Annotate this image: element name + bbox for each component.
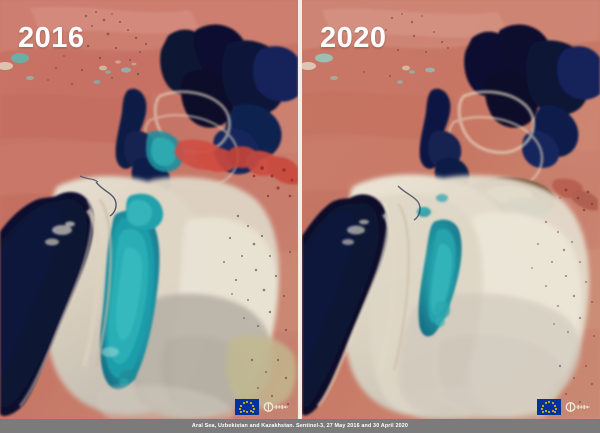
satellite-panel-2020: 2020 (302, 0, 600, 419)
copernicus-wordmark-icon (263, 399, 293, 415)
year-label-2016: 2016 (18, 22, 85, 54)
panel-divider (298, 0, 302, 419)
european-union-flag-icon (537, 399, 561, 415)
caption-bar: Aral Sea, Uzbekistan and Kazakhstan. Sen… (0, 419, 600, 433)
satellite-panel-2016: 2016 (0, 0, 298, 419)
copernicus-wordmark-icon (565, 399, 595, 415)
comparison-panels: 2016 (0, 0, 600, 419)
satellite-image-2016 (0, 0, 298, 419)
year-label-2020: 2020 (320, 22, 387, 54)
caption-text: Aral Sea, Uzbekistan and Kazakhstan. Sen… (191, 423, 409, 429)
copernicus-logo-2016 (235, 399, 293, 415)
copernicus-logo-2020 (537, 399, 595, 415)
satellite-image-2020 (302, 0, 600, 419)
european-union-flag-icon (235, 399, 259, 415)
